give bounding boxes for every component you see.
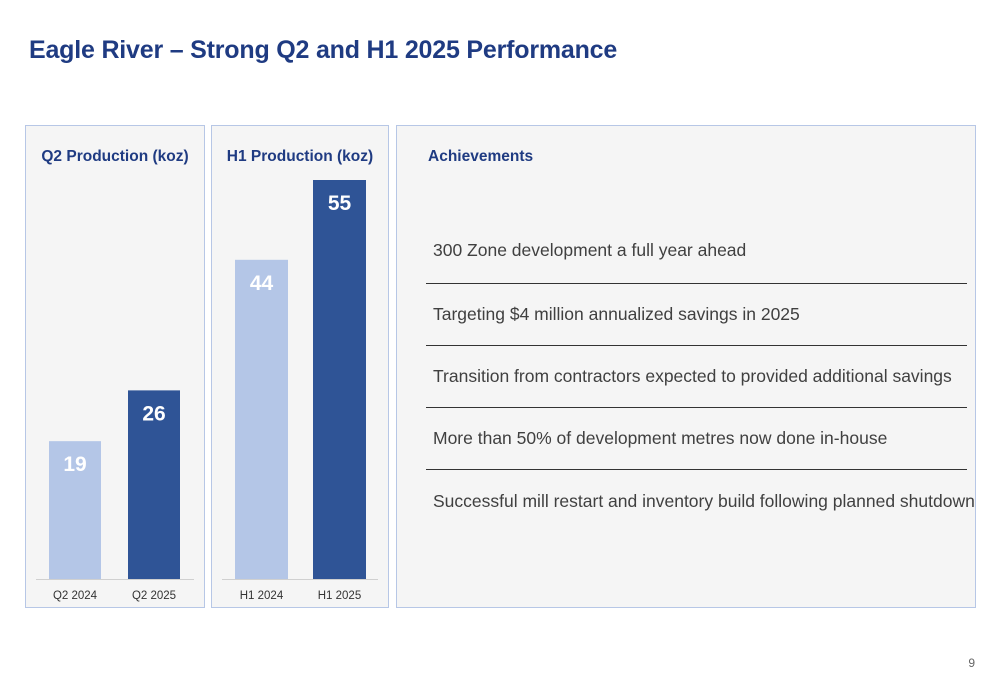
x-tick-label: H1 2024 — [240, 590, 284, 602]
h1-production-panel: H1 Production (koz) 44 H1 2024 55 H1 2025 — [211, 125, 389, 608]
q2-production-panel: Q2 Production (koz) 19 Q2 2024 26 Q2 2025 — [25, 125, 205, 608]
page-title: Eagle River – Strong Q2 and H1 2025 Perf… — [29, 36, 618, 64]
x-tick-label: Q2 2025 — [132, 590, 176, 602]
bar — [313, 180, 366, 579]
h1-production-chart: 44 H1 2024 55 H1 2025 — [222, 180, 378, 602]
achievements-panel: Achievements 300 Zone development a full… — [396, 125, 976, 608]
bar-value-label: 44 — [250, 272, 274, 295]
h1-chart-title: H1 Production (koz) — [226, 148, 374, 165]
q2-production-chart: 19 Q2 2024 26 Q2 2025 — [36, 390, 194, 602]
page-number: 9 — [968, 656, 975, 670]
bar-value-label: 26 — [142, 402, 165, 425]
bar — [128, 390, 180, 579]
achievement-item: More than 50% of development metres now … — [426, 408, 967, 470]
bar-value-label: 19 — [63, 453, 86, 476]
bar-value-label: 55 — [328, 192, 352, 215]
achievements-title: Achievements — [428, 148, 534, 165]
achievement-item: Successful mill restart and inventory bu… — [433, 490, 975, 511]
x-tick-label: Q2 2024 — [53, 590, 98, 602]
bar — [49, 441, 101, 579]
achievements-list: 300 Zone development a full year ahead T… — [426, 234, 975, 532]
achievement-item: Targeting $4 million annualized savings … — [426, 284, 967, 346]
q2-chart-title: Q2 Production (koz) — [41, 148, 189, 165]
achievement-item: Transition from contractors expected to … — [426, 346, 967, 408]
bar — [235, 259, 288, 579]
x-tick-label: H1 2025 — [318, 590, 361, 602]
achievement-item: 300 Zone development a full year ahead — [426, 234, 967, 284]
